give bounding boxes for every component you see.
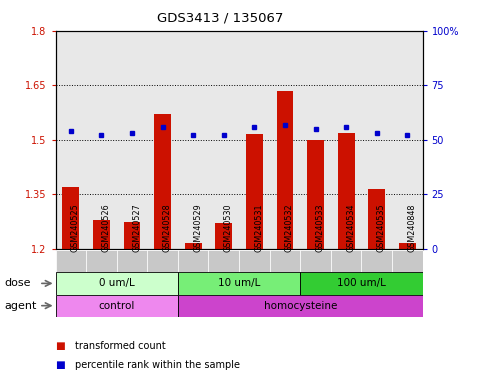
Text: GSM240530: GSM240530 [224, 203, 233, 252]
Bar [147, 250, 178, 272]
Bar [209, 250, 239, 272]
Bar [239, 250, 270, 272]
Bar [62, 187, 79, 249]
Bar [178, 272, 300, 295]
Bar [178, 250, 209, 272]
Text: 0 um/L: 0 um/L [99, 278, 135, 288]
Text: GSM240529: GSM240529 [193, 203, 202, 252]
Bar [369, 189, 385, 249]
Text: 10 um/L: 10 um/L [218, 278, 260, 288]
Text: GSM240526: GSM240526 [101, 203, 111, 252]
Text: GDS3413 / 135067: GDS3413 / 135067 [156, 12, 283, 25]
Text: GSM240535: GSM240535 [377, 203, 386, 252]
Bar [300, 272, 423, 295]
Bar [399, 243, 416, 249]
Text: GSM240531: GSM240531 [255, 203, 263, 252]
Bar [215, 223, 232, 249]
Text: ■: ■ [56, 360, 65, 370]
Text: ■: ■ [56, 341, 65, 351]
Bar [300, 250, 331, 272]
Text: GSM240534: GSM240534 [346, 203, 355, 252]
Bar [246, 134, 263, 249]
Text: GSM240532: GSM240532 [285, 203, 294, 252]
Text: transformed count: transformed count [75, 341, 166, 351]
Text: 100 um/L: 100 um/L [337, 278, 386, 288]
Bar [307, 140, 324, 249]
Bar [56, 295, 178, 317]
Bar [117, 250, 147, 272]
Text: percentile rank within the sample: percentile rank within the sample [75, 360, 240, 370]
Text: GSM240528: GSM240528 [163, 203, 171, 252]
Bar [277, 91, 293, 249]
Bar [178, 295, 423, 317]
Bar [56, 272, 178, 295]
Text: dose: dose [5, 278, 31, 288]
Bar [93, 220, 110, 249]
Bar [124, 222, 141, 249]
Text: control: control [99, 301, 135, 311]
Text: homocysteine: homocysteine [264, 301, 337, 311]
Text: GSM240525: GSM240525 [71, 203, 80, 252]
Bar [331, 250, 361, 272]
Bar [392, 250, 423, 272]
Bar [86, 250, 117, 272]
Bar [270, 250, 300, 272]
Text: agent: agent [5, 301, 37, 311]
Text: GSM240527: GSM240527 [132, 203, 141, 252]
Bar [154, 114, 171, 249]
Text: GSM240848: GSM240848 [407, 204, 416, 252]
Bar [338, 132, 355, 249]
Bar [56, 250, 86, 272]
Bar [185, 243, 201, 249]
Text: GSM240533: GSM240533 [315, 203, 325, 252]
Bar [361, 250, 392, 272]
